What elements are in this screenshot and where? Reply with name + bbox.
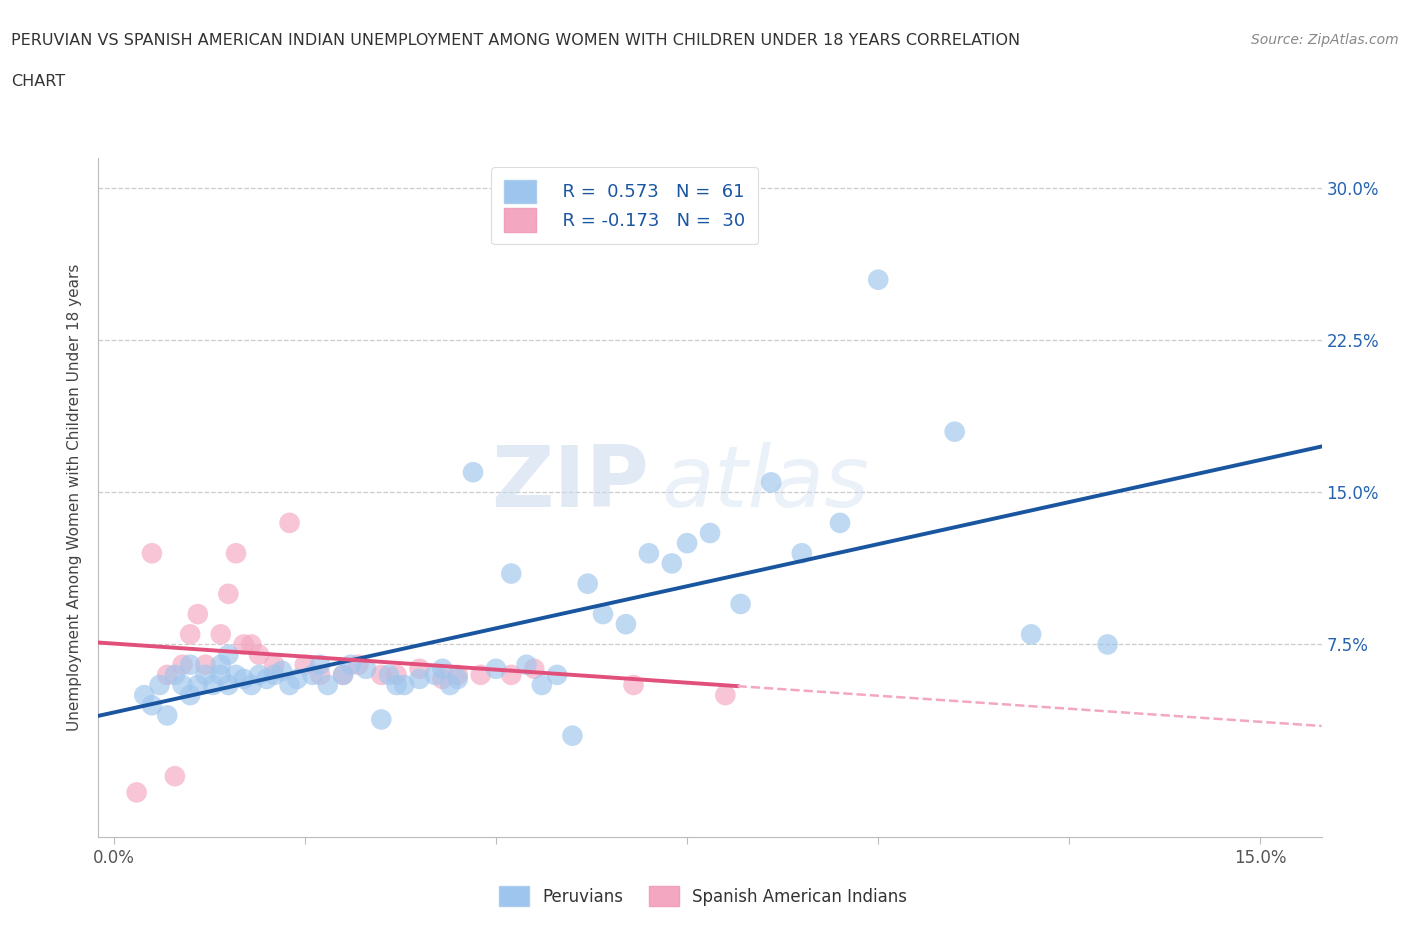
Point — [714, 687, 737, 702]
Legend:   R =  0.573   N =  61,   R = -0.173   N =  30: R = 0.573 N = 61, R = -0.173 N = 30 — [491, 167, 758, 245]
Point — [125, 785, 148, 800]
Point — [385, 678, 408, 693]
Point — [278, 515, 301, 530]
Point — [378, 668, 401, 683]
Point — [240, 678, 263, 693]
Point — [447, 668, 470, 683]
Point — [156, 668, 179, 683]
Point — [316, 678, 339, 693]
Text: ZIP: ZIP — [491, 443, 650, 525]
Point — [179, 627, 201, 642]
Point — [423, 668, 446, 683]
Point — [385, 668, 408, 683]
Point — [392, 678, 416, 693]
Point — [263, 668, 285, 683]
Point — [470, 668, 492, 683]
Point — [828, 515, 851, 530]
Point — [134, 687, 156, 702]
Point — [278, 678, 301, 693]
Point — [225, 546, 247, 561]
Point — [309, 658, 332, 672]
Point — [209, 668, 232, 683]
Point — [546, 668, 568, 683]
Point — [699, 525, 721, 540]
Point — [1097, 637, 1119, 652]
Point — [661, 556, 683, 571]
Point — [240, 637, 263, 652]
Point — [194, 658, 217, 672]
Point — [294, 658, 316, 672]
Point — [225, 668, 247, 683]
Y-axis label: Unemployment Among Women with Children Under 18 years: Unemployment Among Women with Children U… — [67, 264, 83, 731]
Text: PERUVIAN VS SPANISH AMERICAN INDIAN UNEMPLOYMENT AMONG WOMEN WITH CHILDREN UNDER: PERUVIAN VS SPANISH AMERICAN INDIAN UNEM… — [11, 33, 1021, 47]
Point — [270, 663, 294, 678]
Point — [179, 687, 201, 702]
Point — [149, 678, 172, 693]
Point — [141, 698, 163, 712]
Point — [163, 668, 186, 683]
Point — [309, 668, 332, 683]
Point — [943, 424, 966, 439]
Point — [523, 661, 546, 676]
Point — [592, 606, 614, 621]
Point — [516, 658, 538, 672]
Point — [676, 536, 699, 551]
Point — [247, 647, 270, 662]
Point — [354, 661, 377, 676]
Point — [209, 627, 232, 642]
Point — [172, 678, 194, 693]
Point — [332, 668, 354, 683]
Point — [202, 678, 225, 693]
Point — [209, 658, 232, 672]
Text: atlas: atlas — [661, 443, 869, 525]
Point — [232, 637, 254, 652]
Point — [501, 668, 523, 683]
Point — [172, 658, 194, 672]
Point — [194, 668, 217, 683]
Point — [347, 658, 370, 672]
Point — [187, 678, 209, 693]
Point — [614, 617, 637, 631]
Point — [408, 661, 430, 676]
Point — [217, 678, 239, 693]
Point — [217, 647, 239, 662]
Point — [370, 668, 392, 683]
Point — [332, 668, 354, 683]
Point — [156, 708, 179, 723]
Point — [285, 671, 308, 686]
Point — [637, 546, 661, 561]
Text: Source: ZipAtlas.com: Source: ZipAtlas.com — [1251, 33, 1399, 46]
Point — [263, 658, 285, 672]
Point — [187, 606, 209, 621]
Point — [301, 668, 323, 683]
Point — [561, 728, 583, 743]
Point — [447, 671, 470, 686]
Point — [868, 272, 890, 287]
Point — [461, 465, 484, 480]
Point — [623, 678, 645, 693]
Point — [339, 658, 361, 672]
Text: CHART: CHART — [11, 74, 65, 89]
Point — [432, 671, 454, 686]
Point — [730, 596, 752, 611]
Legend: Peruvians, Spanish American Indians: Peruvians, Spanish American Indians — [492, 880, 914, 912]
Point — [501, 566, 523, 581]
Point — [1019, 627, 1042, 642]
Point — [759, 475, 782, 490]
Point — [485, 661, 508, 676]
Point — [247, 668, 270, 683]
Point — [141, 546, 163, 561]
Point — [217, 587, 239, 602]
Point — [370, 712, 392, 727]
Point — [576, 577, 599, 591]
Point — [790, 546, 813, 561]
Point — [530, 678, 553, 693]
Point — [179, 658, 201, 672]
Point — [439, 678, 461, 693]
Point — [256, 671, 278, 686]
Point — [232, 671, 254, 686]
Point — [432, 661, 454, 676]
Point — [408, 671, 430, 686]
Point — [163, 769, 186, 784]
